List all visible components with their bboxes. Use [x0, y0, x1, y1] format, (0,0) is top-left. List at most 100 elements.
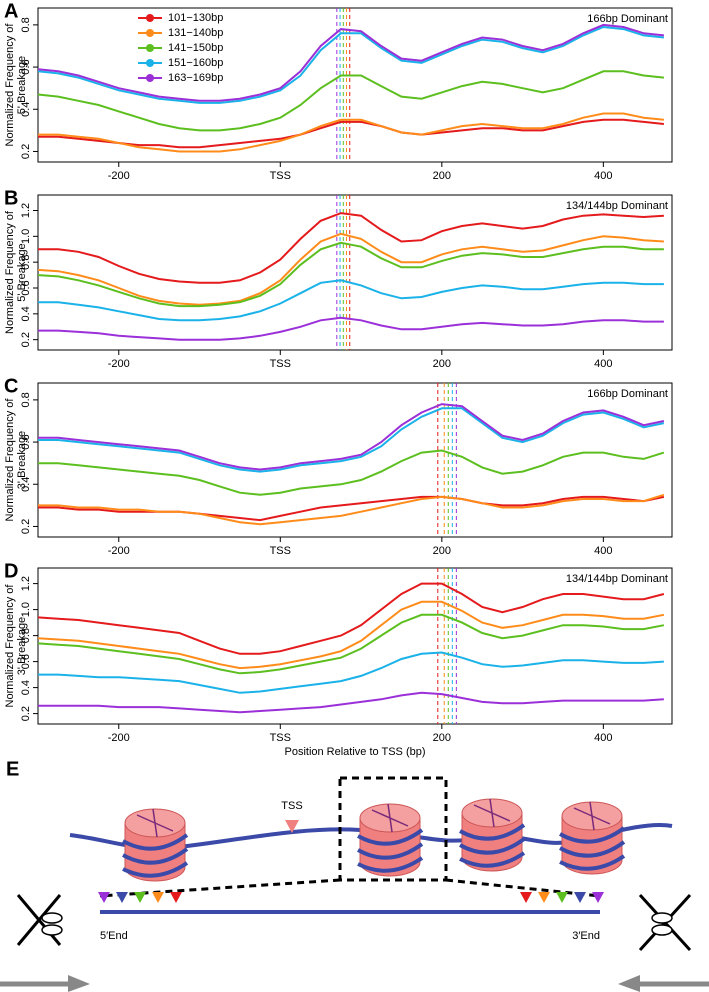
panel-e: E TSS: [0, 758, 709, 992]
legend-marker: [146, 44, 154, 52]
legend-label: 163−169bp: [168, 72, 223, 84]
y-tick-label: 0.6: [20, 654, 32, 669]
tss-marker: [285, 820, 299, 833]
series-line: [38, 407, 665, 473]
nucleosome: [559, 801, 626, 875]
y-tick-label: 0.8: [20, 628, 32, 643]
y-axis-label: 5' Breakage: [16, 243, 28, 301]
series-line: [37, 23, 665, 102]
x-tick-label: 200: [433, 170, 451, 182]
y-tick-label: 1.2: [20, 576, 32, 591]
panel-letter: D: [4, 560, 18, 582]
x-tick-label: -200: [108, 545, 130, 557]
legend-marker: [146, 59, 154, 67]
x-tick-label: TSS: [270, 358, 291, 370]
x-tick-label: 200: [433, 732, 451, 744]
y-tick-label: 0.2: [20, 144, 32, 159]
x-tick-label: -200: [108, 732, 130, 744]
y-axis-label: Normalized Frequency of: [4, 584, 16, 708]
legend-label: 101−130bp: [168, 12, 223, 24]
arrow-right-head: [618, 975, 640, 992]
nucleosome: [122, 808, 189, 882]
series-line: [38, 279, 664, 322]
series-line: [38, 691, 664, 714]
annotation: 134/144bp Dominant: [566, 573, 668, 585]
x-tick-label: -200: [108, 170, 130, 182]
legend-label: 131−140bp: [168, 27, 223, 39]
y-axis-label: 3' Breakage: [16, 617, 28, 675]
y-axis-label: Normalized Frequency of: [4, 210, 16, 334]
annotation: 134/144bp Dominant: [566, 200, 668, 212]
x-tick-label: TSS: [270, 732, 291, 744]
plot-frame: [37, 7, 673, 163]
x-tick-label: 400: [594, 732, 612, 744]
nucleosome: [357, 803, 424, 877]
annotation: 166bp Dominant: [587, 388, 668, 400]
x-tick-label: 200: [433, 358, 451, 370]
y-tick-label: 0.6: [20, 280, 32, 295]
series-line: [38, 495, 665, 522]
end-markers: [98, 892, 604, 903]
tss-label: TSS: [281, 800, 302, 812]
y-tick-label: 0.4: [20, 680, 32, 695]
series-line: [37, 232, 664, 306]
series-line: [37, 70, 665, 132]
x-tick-label: 400: [594, 358, 612, 370]
plot-frame: [37, 567, 673, 725]
y-tick-label: 0.8: [20, 392, 32, 407]
y-axis-label: 3' Breakage: [16, 431, 28, 489]
x-axis-label: Position Relative to TSS (bp): [284, 746, 425, 758]
scissors-left: [16, 894, 63, 946]
plot-frame: [37, 194, 673, 351]
x-tick-label: 400: [594, 170, 612, 182]
y-tick-label: 1.2: [20, 203, 32, 218]
y-tick-label: 0.6: [20, 59, 32, 74]
x-tick-label: TSS: [270, 170, 291, 182]
y-tick-label: 0.2: [20, 706, 32, 721]
three-prime-label: 3′End: [572, 930, 600, 942]
scissors-right: [638, 893, 692, 952]
y-tick-label: 0.4: [20, 477, 32, 492]
series-line: [37, 582, 665, 655]
panel-letter: A: [4, 0, 18, 22]
series-line: [37, 241, 664, 308]
y-axis-label: Normalized Frequency of: [4, 398, 16, 522]
y-tick-label: 0.4: [20, 102, 32, 117]
series-line: [38, 212, 664, 284]
series-line: [37, 613, 665, 675]
x-tick-label: 400: [594, 545, 612, 557]
series-line: [38, 449, 665, 496]
panel-letter: C: [4, 375, 18, 397]
series-line: [38, 403, 665, 471]
series-line: [38, 112, 665, 153]
nucleosomes: [122, 798, 626, 882]
y-tick-label: 0.2: [20, 332, 32, 347]
series-line: [37, 600, 665, 670]
series-line: [38, 493, 665, 526]
y-tick-label: 0.8: [20, 17, 32, 32]
y-tick-label: 1.0: [20, 229, 32, 244]
x-tick-label: -200: [108, 358, 130, 370]
y-axis-label: 5' Breakage: [16, 56, 28, 114]
y-tick-label: 0.6: [20, 434, 32, 449]
nucleosome: [459, 798, 526, 872]
arrow-left-head: [68, 975, 90, 992]
zoom-box: [338, 776, 448, 882]
y-tick-label: 1.0: [20, 602, 32, 617]
y-tick-label: 0.8: [20, 255, 32, 270]
series-line: [37, 25, 665, 104]
x-tick-label: 200: [433, 545, 451, 557]
legend-marker: [146, 74, 154, 82]
legend-label: 141−150bp: [168, 42, 223, 54]
y-axis-label: Normalized Frequency of: [4, 23, 16, 147]
legend-label: 151−160bp: [168, 57, 223, 69]
series-line: [38, 316, 664, 341]
annotation: 166bp Dominant: [587, 13, 668, 25]
plot-frame: [37, 382, 673, 538]
five-prime-label: 5′End: [100, 930, 128, 942]
zoom-lines: [99, 878, 601, 898]
series-line: [38, 651, 664, 694]
y-tick-label: 0.2: [20, 519, 32, 534]
panel-letter: E: [6, 758, 19, 780]
